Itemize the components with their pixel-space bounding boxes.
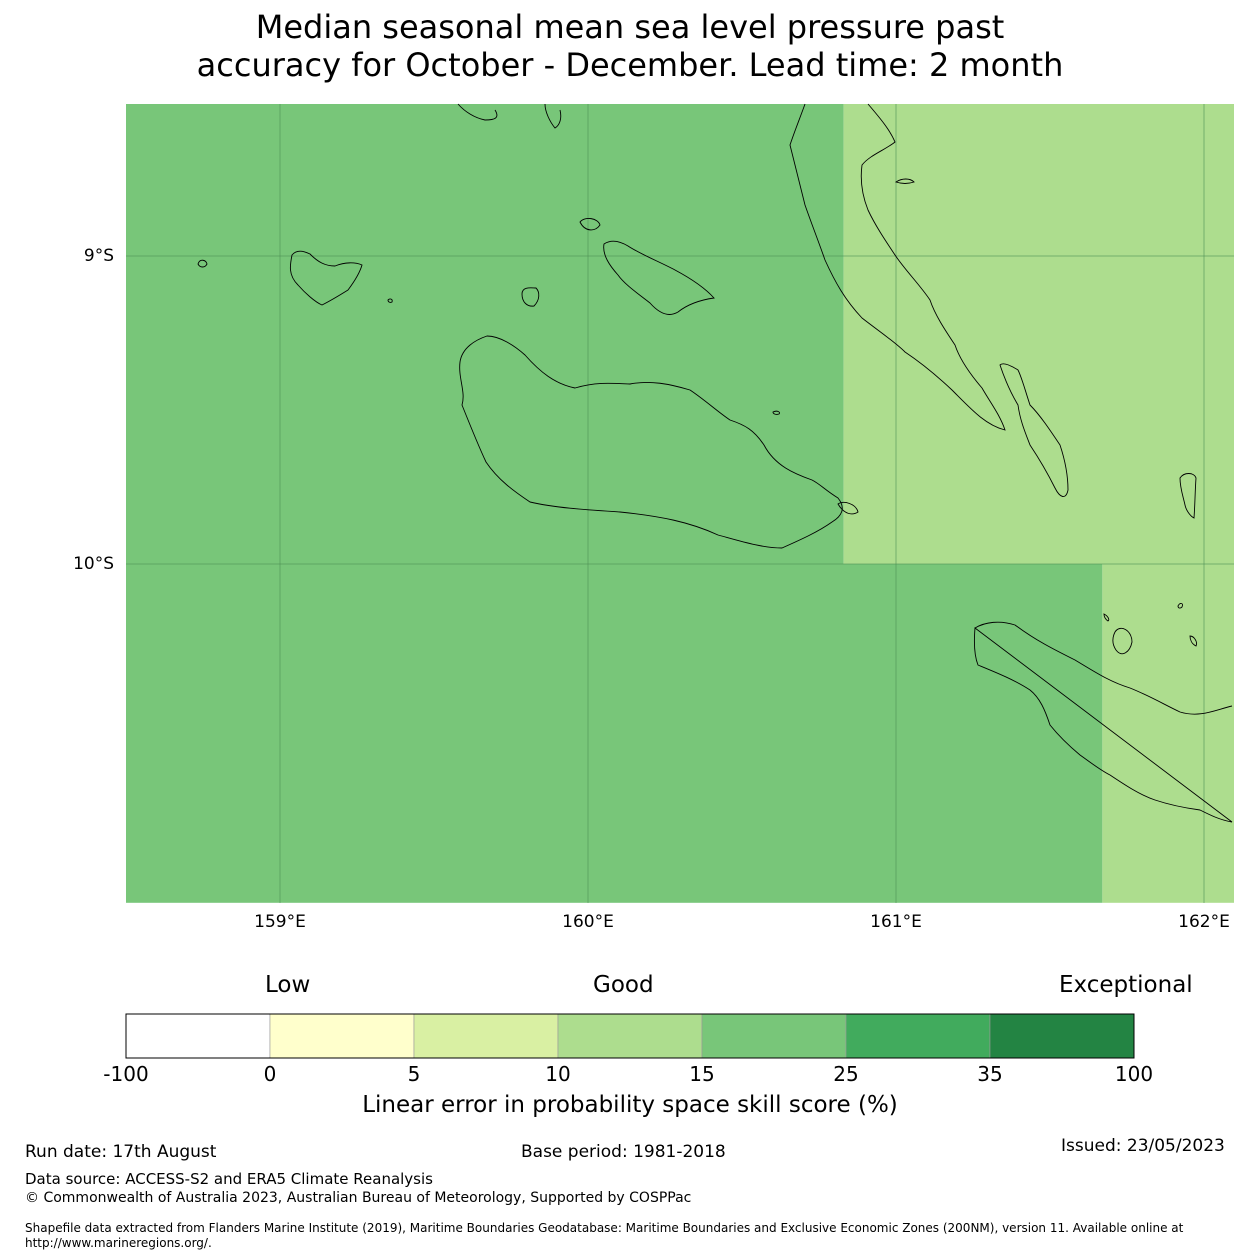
category-label-exceptional: Exceptional [1059, 972, 1193, 998]
coastline-islet-6 [1103, 613, 1110, 622]
colorbar-tick-0: -100 [103, 1062, 149, 1086]
skill-region-1 [843, 104, 1234, 564]
skill-region-0 [126, 104, 844, 564]
coastline-islet-7 [1177, 603, 1183, 609]
title-line-2: accuracy for October - December. Lead ti… [196, 46, 1064, 84]
colorbar-cell-6 [989, 1013, 1135, 1059]
map-title: Median seasonal mean sea level pressure … [0, 8, 1260, 84]
lon-label-161e: 161°E [870, 912, 922, 932]
category-label-good: Good [593, 972, 654, 998]
colorbar-cell-0 [125, 1013, 271, 1059]
lat-label-10s: 10°S [73, 554, 114, 574]
skill-region-2 [126, 564, 1103, 903]
coastline-islet-2 [579, 218, 601, 231]
colorbar-cell-1 [269, 1013, 415, 1059]
colorbar-cell-5 [845, 1013, 991, 1059]
coastline-malaita [999, 363, 1069, 497]
lon-label-159e: 159°E [254, 912, 306, 932]
coastline-guadalcanal [459, 335, 843, 549]
colorbar-title: Linear error in probability space skill … [362, 1092, 898, 1118]
coastline-russell-islands [289, 250, 363, 306]
colorbar-tick-7: 100 [1114, 1062, 1154, 1086]
issued-date: Issued: 23/05/2023 [1061, 1136, 1225, 1156]
lon-label-162e: 162°E [1178, 912, 1230, 932]
coastline-choiseul-edge [457, 103, 562, 129]
shapefile-credit-2: http://www.marineregions.org/. [25, 1236, 212, 1250]
coastline-islet-4 [772, 410, 780, 415]
coastline-small-islet [1112, 628, 1133, 655]
coastline-santa-isabel [789, 103, 1006, 431]
colorbar-tick-3: 10 [545, 1062, 571, 1086]
colorbar-tick-1: 0 [263, 1062, 277, 1086]
colorbar-tick-2: 5 [407, 1062, 421, 1086]
colorbar-cell-3 [557, 1013, 703, 1059]
colorbar-cells [125, 1013, 1135, 1059]
coastline-islet-5 [894, 178, 915, 184]
skill-regions [126, 104, 1234, 903]
coastline-makira [974, 621, 1233, 823]
coastline-islet-3 [387, 298, 393, 303]
title-line-1: Median seasonal mean sea level pressure … [255, 8, 1005, 46]
coastline-islet-1 [197, 259, 208, 268]
copyright: © Commonwealth of Australia 2023, Austra… [25, 1190, 692, 1206]
coastline-florida-islands [603, 240, 715, 315]
coastlines [197, 103, 1233, 823]
coastline-islet-8 [1189, 635, 1197, 647]
colorbar-tick-6: 35 [977, 1062, 1003, 1086]
colorbar-frame [125, 1013, 1135, 1059]
shapefile-credit-1: Shapefile data extracted from Flanders M… [25, 1221, 1184, 1235]
run-date: Run date: 17th August [25, 1142, 217, 1162]
coastline-savo [521, 287, 540, 307]
colorbar-cell-4 [701, 1013, 847, 1059]
data-source: Data source: ACCESS-S2 and ERA5 Climate … [25, 1170, 433, 1188]
coastline-islet-9 [837, 501, 859, 515]
category-label-low: Low [265, 972, 311, 998]
base-period: Base period: 1981-2018 [521, 1142, 726, 1162]
coastline-small-malaita [1179, 473, 1197, 519]
graticule [126, 104, 1234, 903]
skill-region-3 [1102, 564, 1234, 903]
colorbar-cell-2 [413, 1013, 559, 1059]
lon-label-160e: 160°E [562, 912, 614, 932]
colorbar-tick-4: 15 [689, 1062, 715, 1086]
colorbar-tick-5: 25 [833, 1062, 859, 1086]
lat-label-9s: 9°S [83, 246, 114, 266]
